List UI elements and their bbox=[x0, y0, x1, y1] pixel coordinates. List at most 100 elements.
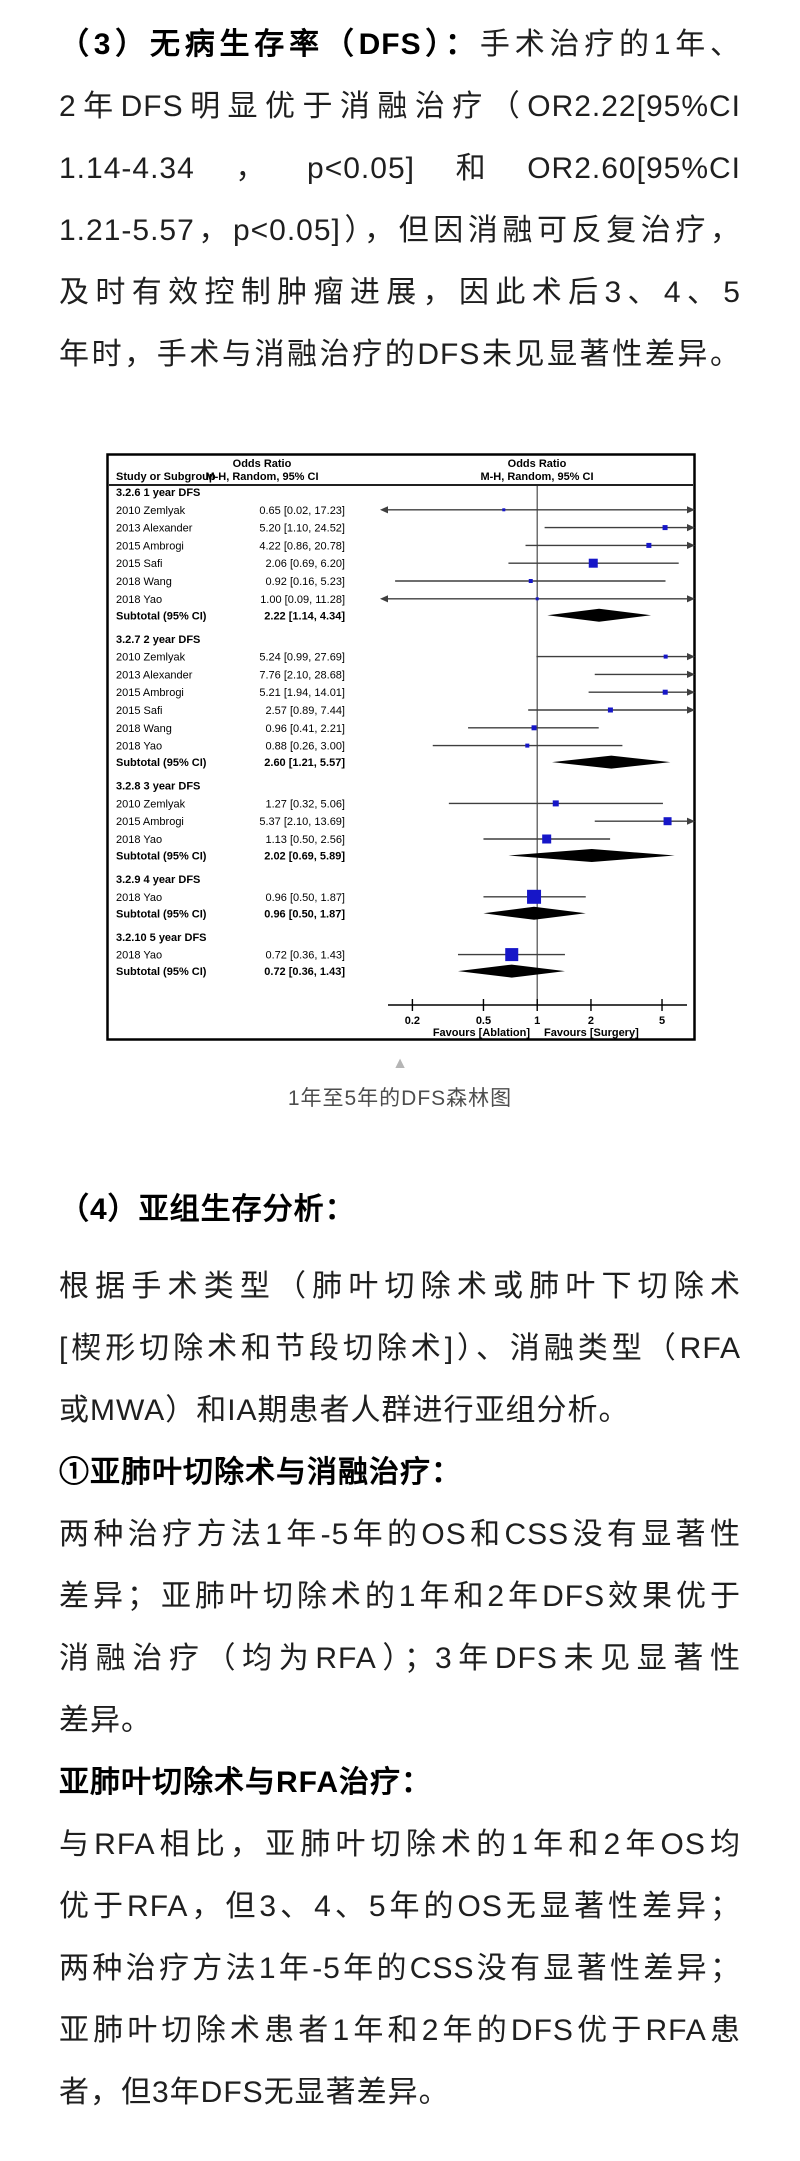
forest-subtotal-label: Subtotal (95% CI) bbox=[116, 908, 207, 920]
text-line: 差异；亚肺叶切除术的1年和2年DFS效果优于 bbox=[59, 1580, 741, 1613]
article-bottom: （4）亚组生存分析： 根据手术类型（肺叶切除术或肺叶下切除术 [楔形切除术和节段切除… bbox=[59, 1179, 741, 2124]
article-top: （3）无病生存率（DFS）：手术治疗的1年、 2年DFS明显优于消融治疗（OR2.… bbox=[59, 14, 741, 386]
dfs-forest-plot-figure: Odds Ratio M-H, Random, 95% CI Odds Ratio M… bbox=[106, 453, 696, 1041]
forest-group-label: 3.2.10 5 year DFS bbox=[116, 932, 207, 944]
forest-study-label: 2018 Wang bbox=[116, 723, 172, 735]
forest-ci-arrow bbox=[687, 524, 695, 532]
text-line: 年时，手术与消融治疗的DFS未见显著性差异。 bbox=[59, 338, 741, 371]
forest-ci-arrow bbox=[380, 595, 388, 603]
forest-study-label: 2015 Ambrogi bbox=[116, 816, 184, 828]
forest-effect-square bbox=[542, 834, 552, 844]
section-heading: ①亚肺叶切除术与消融治疗： bbox=[59, 1456, 462, 1489]
forest-axis-tick-label: 1 bbox=[534, 1015, 540, 1027]
forest-subtotal-ci-text: 2.22 [1.14, 4.34] bbox=[264, 610, 345, 622]
forest-study-label: 2010 Zemlyak bbox=[116, 505, 186, 517]
forest-ci-arrow bbox=[687, 653, 695, 661]
forest-subtotal-label: Subtotal (95% CI) bbox=[116, 610, 207, 622]
forest-col-header-plot: Odds Ratio bbox=[508, 458, 567, 470]
forest-ci-arrow bbox=[687, 688, 695, 696]
forest-study-label: 2013 Alexander bbox=[116, 523, 193, 535]
forest-effect-square bbox=[646, 542, 652, 548]
forest-ci-text: 0.65 [0.02, 17.23] bbox=[259, 505, 345, 517]
forest-ci-text: 0.88 [0.26, 3.00] bbox=[265, 741, 345, 753]
forest-subtotal-diamond bbox=[551, 755, 671, 769]
text-line: [楔形切除术和节段切除术]）、消融类型（RFA bbox=[59, 1332, 741, 1365]
text-line: 1.14-4.34，p<0.05]和OR2.60[95%CI bbox=[59, 152, 741, 185]
forest-axis-tick-label: 0.2 bbox=[405, 1015, 420, 1027]
forest-group-label: 3.2.7 2 year DFS bbox=[116, 634, 200, 646]
forest-ci-arrow bbox=[687, 506, 695, 514]
text-line: 1.21-5.57，p<0.05]），但因消融可反复治疗， bbox=[59, 214, 741, 247]
forest-axis-tick-label: 0.5 bbox=[476, 1015, 491, 1027]
collapse-triangle-icon[interactable]: ▲ bbox=[392, 1055, 408, 1072]
forest-col-header-estimate: Odds Ratio bbox=[233, 458, 292, 470]
forest-study-label: 2018 Yao bbox=[116, 741, 162, 753]
forest-col-header-study: Study or Subgroup bbox=[116, 471, 216, 483]
forest-effect-square bbox=[531, 725, 537, 731]
forest-ci-text: 5.20 [1.10, 24.52] bbox=[259, 523, 345, 535]
forest-effect-square bbox=[552, 800, 559, 807]
text-line: 亚肺叶切除术患者1年和2年的DFS优于RFA患 bbox=[59, 2014, 741, 2047]
forest-study-label: 2015 Safi bbox=[116, 558, 162, 570]
forest-subtotal-ci-text: 0.72 [0.36, 1.43] bbox=[264, 966, 345, 978]
forest-group-label: 3.2.9 4 year DFS bbox=[116, 874, 200, 886]
section-heading: （4）亚组生存分析： bbox=[59, 1193, 356, 1226]
forest-subtotal-diamond bbox=[547, 608, 652, 622]
forest-effect-square bbox=[663, 654, 668, 659]
text-line: 或MWA）和IA期患者人群进行亚组分析。 bbox=[59, 1394, 630, 1427]
forest-plot-border bbox=[106, 453, 696, 1041]
forest-ci-arrow bbox=[687, 706, 695, 714]
forest-subtotal-label: Subtotal (95% CI) bbox=[116, 966, 207, 978]
forest-subtotal-ci-text: 0.96 [0.50, 1.87] bbox=[264, 908, 345, 920]
text-line: 消融治疗（均为RFA）；3年DFS未见显著性 bbox=[59, 1642, 741, 1675]
text-line: （3）无病生存率（DFS）：手术治疗的1年、 bbox=[59, 28, 741, 61]
forest-favours-right-label: Favours [Surgery] bbox=[544, 1027, 639, 1039]
forest-ci-arrow bbox=[380, 506, 388, 514]
forest-ci-text: 2.06 [0.69, 6.20] bbox=[265, 558, 345, 570]
forest-group-label: 3.2.8 3 year DFS bbox=[116, 781, 200, 793]
forest-effect-square bbox=[588, 558, 598, 568]
forest-ci-text: 2.57 [0.89, 7.44] bbox=[265, 705, 345, 717]
forest-ci-text: 7.76 [2.10, 28.68] bbox=[259, 669, 345, 681]
forest-ci-text: 0.92 [0.16, 5.23] bbox=[265, 576, 345, 588]
forest-ci-arrow bbox=[687, 541, 695, 549]
text-line: 优于RFA，但3、4、5年的OS无显著性差异； bbox=[59, 1890, 741, 1923]
forest-subtotal-label: Subtotal (95% CI) bbox=[116, 851, 207, 863]
forest-ci-text: 1.27 [0.32, 5.06] bbox=[265, 798, 345, 810]
forest-subtotal-diamond bbox=[457, 964, 565, 978]
forest-favours-left-label: Favours [Ablation] bbox=[433, 1027, 531, 1039]
forest-subtotal-ci-text: 2.02 [0.69, 5.89] bbox=[264, 851, 345, 863]
forest-effect-square bbox=[663, 817, 672, 826]
forest-study-label: 2010 Zemlyak bbox=[116, 798, 186, 810]
forest-ci-text: 5.37 [2.10, 13.69] bbox=[259, 816, 345, 828]
forest-study-label: 2015 Ambrogi bbox=[116, 687, 184, 699]
forest-col-header-plot: M-H, Random, 95% CI bbox=[480, 471, 593, 483]
forest-subtotal-label: Subtotal (95% CI) bbox=[116, 757, 207, 769]
forest-ci-arrow bbox=[687, 595, 695, 603]
text-line: 两种治疗方法1年-5年的OS和CSS没有显著性 bbox=[59, 1518, 741, 1551]
forest-study-label: 2010 Zemlyak bbox=[116, 652, 186, 664]
text-line: 及时有效控制肿瘤进展，因此术后3、4、5 bbox=[59, 276, 741, 309]
forest-ci-text: 0.72 [0.36, 1.43] bbox=[265, 950, 345, 962]
text-line: 与RFA相比，亚肺叶切除术的1年和2年OS均 bbox=[59, 1828, 741, 1861]
forest-effect-square bbox=[502, 508, 506, 512]
forest-ci-text: 0.96 [0.41, 2.21] bbox=[265, 723, 345, 735]
forest-ci-text: 5.21 [1.94, 14.01] bbox=[259, 687, 345, 699]
forest-study-label: 2018 Yao bbox=[116, 892, 162, 904]
forest-ci-text: 1.13 [0.50, 2.56] bbox=[265, 834, 345, 846]
forest-effect-square bbox=[505, 948, 519, 962]
forest-study-label: 2018 Yao bbox=[116, 834, 162, 846]
forest-ci-arrow bbox=[687, 817, 695, 825]
forest-subtotal-diamond bbox=[483, 906, 586, 920]
text-line: 根据手术类型（肺叶切除术或肺叶下切除术 bbox=[59, 1270, 741, 1303]
forest-ci-text: 1.00 [0.09, 11.28] bbox=[260, 594, 345, 606]
forest-study-label: 2015 Ambrogi bbox=[116, 540, 184, 552]
forest-group-label: 3.2.6 1 year DFS bbox=[116, 487, 200, 499]
forest-study-label: 2013 Alexander bbox=[116, 669, 193, 681]
forest-subtotal-diamond bbox=[508, 849, 675, 862]
text-line: 者，但3年DFS无显著差异。 bbox=[59, 2076, 450, 2109]
forest-ci-text: 5.24 [0.99, 27.69] bbox=[259, 652, 345, 664]
forest-effect-square bbox=[662, 689, 668, 695]
section-heading: 亚肺叶切除术与RFA治疗： bbox=[59, 1766, 432, 1799]
forest-col-header-estimate: M-H, Random, 95% CI bbox=[205, 471, 318, 483]
